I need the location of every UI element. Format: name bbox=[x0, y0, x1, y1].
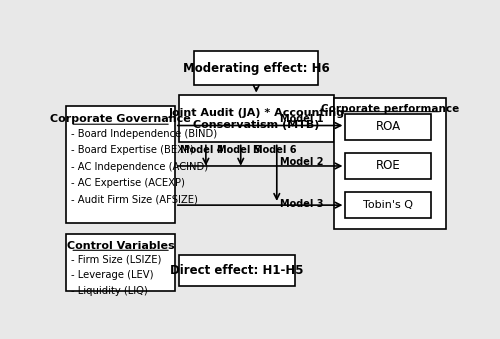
Text: ROE: ROE bbox=[376, 159, 400, 173]
Text: Model 2: Model 2 bbox=[280, 157, 324, 167]
Text: - Board Independence (BIND): - Board Independence (BIND) bbox=[71, 128, 217, 139]
Text: - Board Expertise (BEXP): - Board Expertise (BEXP) bbox=[71, 145, 194, 155]
Text: Corporate performance: Corporate performance bbox=[321, 104, 459, 114]
Text: Direct effect: H1-H5: Direct effect: H1-H5 bbox=[170, 264, 304, 277]
Text: - Firm Size (LSIZE): - Firm Size (LSIZE) bbox=[71, 255, 162, 265]
Text: Moderating effect: H6: Moderating effect: H6 bbox=[183, 62, 330, 75]
Text: - Leverage (LEV): - Leverage (LEV) bbox=[71, 271, 154, 280]
FancyBboxPatch shape bbox=[66, 106, 175, 223]
Text: Model 1: Model 1 bbox=[280, 114, 324, 124]
Text: - Audit Firm Size (AFSIZE): - Audit Firm Size (AFSIZE) bbox=[71, 195, 198, 204]
Text: Model 5: Model 5 bbox=[217, 145, 260, 155]
Text: - AC Independence (ACIND): - AC Independence (ACIND) bbox=[71, 162, 208, 172]
Text: Model 3: Model 3 bbox=[280, 199, 324, 209]
FancyBboxPatch shape bbox=[346, 153, 430, 179]
FancyBboxPatch shape bbox=[194, 51, 318, 85]
FancyBboxPatch shape bbox=[179, 96, 334, 142]
FancyBboxPatch shape bbox=[179, 255, 295, 286]
FancyBboxPatch shape bbox=[346, 114, 430, 140]
Text: Joint Audit (JA) * Accounting
Conservatism (MTB): Joint Audit (JA) * Accounting Conservati… bbox=[168, 108, 344, 130]
Text: - AC Expertise (ACEXP): - AC Expertise (ACEXP) bbox=[71, 178, 185, 188]
FancyBboxPatch shape bbox=[66, 234, 175, 291]
Text: ROA: ROA bbox=[376, 120, 400, 133]
Text: Model 4: Model 4 bbox=[180, 145, 224, 155]
FancyBboxPatch shape bbox=[334, 98, 446, 228]
Text: - Liquidity (LIQ): - Liquidity (LIQ) bbox=[71, 286, 148, 296]
Text: Corporate Governance: Corporate Governance bbox=[50, 114, 191, 124]
Text: Model 6: Model 6 bbox=[253, 145, 296, 155]
FancyBboxPatch shape bbox=[346, 192, 430, 218]
Text: Tobin's Q: Tobin's Q bbox=[363, 200, 413, 210]
Text: Control Variables: Control Variables bbox=[67, 241, 174, 251]
